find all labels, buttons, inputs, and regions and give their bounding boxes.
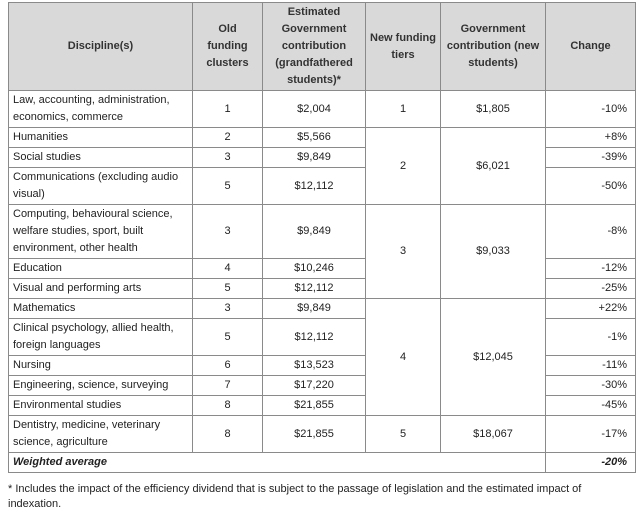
table-cell: $18,067 [440,415,546,453]
table-cell: -10% [545,90,636,128]
table-cell: $5,566 [262,127,366,148]
table-cell: $13,523 [262,355,366,376]
table-cell: Social studies [8,147,193,168]
table-cell: Clinical psychology, allied health, fore… [8,318,193,356]
table-cell: 1 [192,90,263,128]
table-cell: 8 [192,415,263,453]
table-row: Humanities 2 $5,566 2 $6,021 +8% [8,127,636,205]
table-cell: $9,849 [262,204,366,259]
table-row: Mathematics 3 $9,849 4 $12,045 +22% [8,298,636,416]
column-header: Old funding clusters [192,2,263,91]
table-cell: 3 [192,298,263,319]
table-cell: +22% [545,298,636,319]
table-cell: -17% [545,415,636,453]
table-cell: 2 [365,127,441,205]
table-cell: $1,805 [440,90,546,128]
table-cell: Nursing [8,355,193,376]
table-cell: 5 [192,278,263,299]
table-row: Communications (excluding audio visual) 5… [8,167,636,205]
table-cell: $9,849 [262,298,366,319]
table-cell: -39% [545,147,636,168]
table-cell: 1 [365,90,441,128]
table-cell: Law, accounting, administration, economi… [8,90,193,128]
table-cell: $21,855 [262,395,366,416]
table-cell: 5 [192,167,263,205]
table-cell: -25% [545,278,636,299]
table-cell: +8% [545,127,636,148]
table-cell: $12,112 [262,318,366,356]
table-cell: $2,004 [262,90,366,128]
table-cell: 4 [192,258,263,279]
total-label: Weighted average [8,452,546,473]
table-cell: 2 [192,127,263,148]
table-cell: $12,045 [440,298,546,416]
table-body: Law, accounting, administration, economi… [8,90,636,473]
table-cell: -8% [545,204,636,259]
table-cell: -12% [545,258,636,279]
column-header: Estimated Government contribution (grand… [262,2,366,91]
column-header: Government contribution (new students) [440,2,546,91]
table-cell: 6 [192,355,263,376]
table-row: Clinical psychology, allied health, fore… [8,318,636,356]
table-cell: -45% [545,395,636,416]
table-cell: 3 [192,147,263,168]
table-cell: -30% [545,375,636,396]
table-cell: $10,246 [262,258,366,279]
table-cell: Education [8,258,193,279]
table-cell: 3 [365,204,441,299]
table-cell: Computing, behavioural science, welfare … [8,204,193,259]
table-cell: Environmental studies [8,395,193,416]
table-cell: 8 [192,395,263,416]
table-cell: 4 [365,298,441,416]
table-row: Law, accounting, administration, economi… [8,90,636,128]
table-cell: $21,855 [262,415,366,453]
table-row: Dentistry, medicine, veterinary science,… [8,415,636,453]
table-cell: Dentistry, medicine, veterinary science,… [8,415,193,453]
column-header: New funding tiers [365,2,441,91]
header-row: Discipline(s) Old funding clusters Estimat… [8,2,636,91]
table-cell: 5 [192,318,263,356]
table-cell: Mathematics [8,298,193,319]
table-cell: Engineering, science, surveying [8,375,193,396]
table-cell: $6,021 [440,127,546,205]
total-row: Weighted average -20% [8,452,636,473]
table-cell: $12,112 [262,278,366,299]
table-row: Computing, behavioural science, welfare … [8,204,636,299]
table-cell: -11% [545,355,636,376]
table-cell: Visual and performing arts [8,278,193,299]
table-cell: $9,849 [262,147,366,168]
table-cell: -50% [545,167,636,205]
table-cell: 3 [192,204,263,259]
column-header: Discipline(s) [8,2,193,91]
total-change: -20% [545,452,636,473]
footnote: * Includes the impact of the efficiency … [8,483,582,510]
funding-table: Discipline(s) Old funding clusters Estimat… [8,2,636,473]
table-cell: Communications (excluding audio visual) [8,167,193,205]
table-cell: 7 [192,375,263,396]
table-cell: $12,112 [262,167,366,205]
table-cell: -1% [545,318,636,356]
table-cell: $17,220 [262,375,366,396]
table-row: Visual and performing arts 5 $12,112 -25% [8,278,636,299]
table-cell: 5 [365,415,441,453]
table-cell: Humanities [8,127,193,148]
column-header: Change [545,2,636,91]
table-cell: $9,033 [440,204,546,299]
